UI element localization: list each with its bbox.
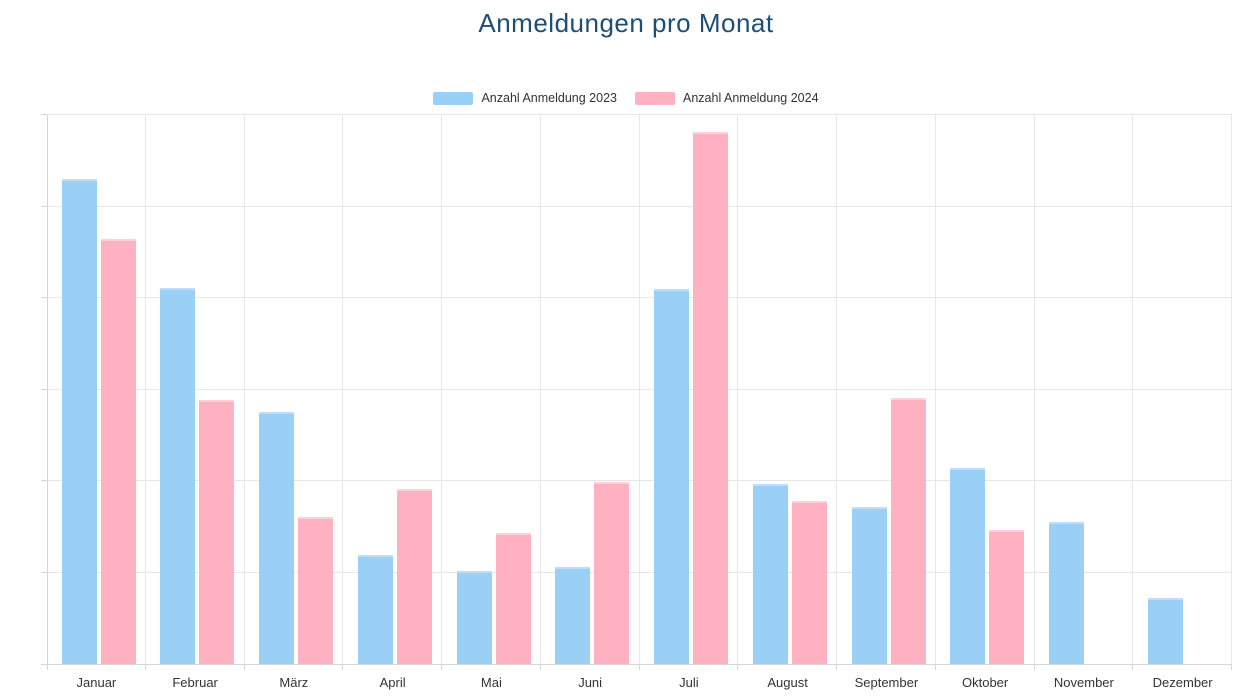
bar-2024-august	[791, 501, 827, 664]
legend-item-2023[interactable]: Anzahl Anmeldung 2023	[433, 91, 617, 105]
bar-2024-oktober	[989, 529, 1025, 664]
y-tick-mark	[41, 571, 47, 573]
x-axis-category-label: Juni	[578, 675, 603, 690]
x-axis-category-label: Mai	[480, 675, 502, 690]
bar-2024-september	[890, 397, 926, 664]
bar-2023-oktober	[950, 468, 986, 664]
v-gridline	[243, 115, 245, 664]
h-gridline	[47, 388, 1232, 390]
v-gridline	[342, 115, 344, 664]
bar-2024-februar	[199, 400, 235, 664]
legend-swatch-2024	[635, 91, 675, 105]
bar-2024-januar	[100, 239, 136, 664]
x-tick-mark	[441, 664, 442, 670]
bar-2023-mai	[456, 570, 492, 664]
bar-2023-januar	[61, 179, 97, 664]
x-axis-category-label: Oktober	[962, 675, 1009, 690]
y-axis-line	[47, 115, 48, 664]
x-axis-category-label: Januar	[76, 675, 117, 690]
x-tick-mark	[1132, 664, 1134, 670]
bar-2023-februar	[160, 287, 196, 664]
x-tick-mark	[934, 664, 936, 670]
chart-title: Anmeldungen pro Monat	[478, 8, 774, 38]
h-gridline	[47, 205, 1232, 207]
v-gridline	[1033, 115, 1035, 664]
h-gridline	[47, 114, 1232, 115]
legend-item-2024[interactable]: Anzahl Anmeldung 2024	[635, 91, 819, 105]
h-gridline	[47, 571, 1232, 573]
y-tick-mark	[41, 664, 47, 665]
bar-2024-märz	[298, 516, 333, 664]
legend-swatch-2023	[433, 91, 474, 105]
y-tick-mark	[41, 297, 47, 298]
y-tick-mark	[41, 205, 47, 207]
v-gridline	[934, 115, 936, 664]
bar-2024-juli	[693, 132, 728, 664]
x-tick-mark	[836, 664, 837, 670]
x-tick-mark	[539, 664, 541, 670]
y-tick-mark	[41, 480, 47, 481]
x-tick-mark	[243, 664, 245, 670]
bar-2024-juni	[594, 481, 630, 664]
v-gridline	[737, 115, 739, 664]
bar-2023-august	[752, 483, 788, 664]
v-gridline	[1132, 115, 1134, 664]
x-axis-category-label: November	[1053, 675, 1114, 690]
bar-2024-mai	[495, 533, 531, 664]
bar-2023-september	[851, 506, 887, 664]
x-tick-mark	[638, 664, 640, 670]
bar-2023-juli	[654, 288, 689, 664]
chart-legend: Anzahl Anmeldung 2023 Anzahl Anmeldung 2…	[0, 91, 1252, 105]
x-axis-category-label: Dezember	[1152, 675, 1213, 690]
bar-2023-april	[357, 555, 393, 664]
legend-label-2024: Anzahl Anmeldung 2024	[683, 91, 819, 105]
bar-2023-dezember	[1147, 598, 1183, 664]
x-axis-line	[47, 664, 1232, 665]
x-axis-category-label: Februar	[172, 675, 218, 690]
v-gridline	[539, 115, 541, 664]
y-tick-mark	[41, 388, 47, 390]
x-axis-category-label: März	[279, 675, 309, 690]
x-tick-mark	[1033, 664, 1035, 670]
x-tick-mark	[1231, 664, 1232, 670]
h-gridline	[47, 480, 1232, 481]
x-axis-category-label: September	[854, 675, 919, 690]
plot-area: 0100200300400500600JanuarFebruarMärzApri…	[41, 114, 1232, 690]
h-gridline	[47, 297, 1232, 298]
x-tick-mark	[144, 664, 146, 670]
v-gridline	[441, 115, 442, 664]
bar-2023-märz	[259, 412, 294, 664]
x-axis-category-label: April	[379, 675, 406, 690]
bar-2023-juni	[555, 567, 591, 664]
v-gridline	[836, 115, 837, 664]
x-tick-mark	[47, 664, 48, 670]
x-tick-mark	[737, 664, 739, 670]
y-tick-mark	[41, 114, 47, 115]
x-axis-category-label: August	[767, 675, 808, 690]
x-axis-category-label: Juli	[679, 675, 699, 690]
x-tick-mark	[342, 664, 344, 670]
v-gridline	[1231, 115, 1232, 664]
v-gridline	[144, 115, 146, 664]
v-gridline	[638, 115, 640, 664]
legend-label-2023: Anzahl Anmeldung 2023	[481, 91, 617, 105]
bar-2023-november	[1049, 522, 1084, 664]
bar-2024-april	[396, 489, 432, 664]
